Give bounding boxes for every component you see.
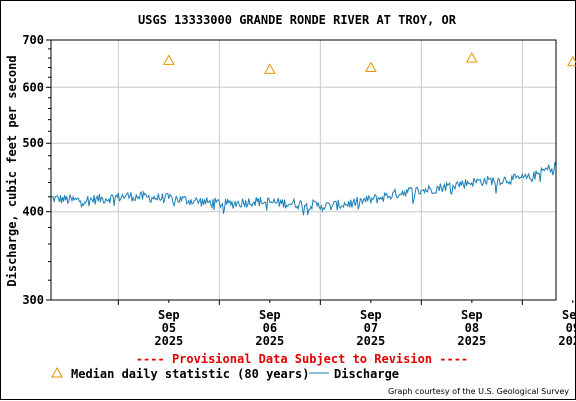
x-tick-label: 07 <box>364 321 378 335</box>
median-triangle-point <box>263 63 276 74</box>
x-tick-label: 2025 <box>558 334 576 348</box>
plot-area <box>50 39 557 301</box>
x-tick-label: Sep <box>360 308 382 322</box>
x-tick-label: 2025 <box>457 334 486 348</box>
legend-triangle-icon <box>51 366 63 378</box>
legend-label-discharge: Discharge <box>334 367 399 381</box>
x-tick-label: Sep <box>259 308 281 322</box>
y-tick-label: 300 <box>22 293 44 307</box>
credit-text: Graph courtesy of the U.S. Geological Su… <box>388 387 569 396</box>
median-triangle-point <box>162 54 175 65</box>
legend: Median daily statistic (80 years) Discha… <box>51 366 399 381</box>
y-axis: 300 400 500 600 700 <box>22 33 51 307</box>
x-tick-label: 08 <box>465 321 479 335</box>
y-tick-label: 400 <box>22 205 44 219</box>
discharge-series <box>50 162 557 216</box>
y-tick-label: 600 <box>22 80 44 94</box>
y-axis-label: Discharge, cubic feet per second <box>5 55 19 286</box>
median-series <box>162 52 576 74</box>
x-tick-label: Sep <box>461 308 483 322</box>
x-tick-label: 09 <box>566 321 576 335</box>
legend-label-median: Median daily statistic (80 years) <box>71 367 309 381</box>
y-tick-label: 700 <box>22 33 44 47</box>
x-tick-label: Sep <box>562 308 576 322</box>
x-tick-label: 06 <box>263 321 277 335</box>
discharge-line <box>50 162 557 216</box>
median-triangle-point <box>364 61 377 72</box>
x-axis: Sep052025Sep062025Sep072025Sep082025Sep0… <box>117 300 576 348</box>
grid-lines <box>51 40 556 300</box>
y-tick-label: 500 <box>22 136 44 150</box>
median-triangle-point <box>566 55 576 67</box>
provisional-note: ---- Provisional Data Subject to Revisio… <box>136 352 468 366</box>
x-tick-label: 2025 <box>154 334 183 348</box>
chart-title: USGS 13333000 GRANDE RONDE RIVER AT TROY… <box>138 13 457 27</box>
x-tick-label: 05 <box>162 321 176 335</box>
x-tick-label: Sep <box>158 308 180 322</box>
median-triangle-point <box>465 52 478 63</box>
x-tick-label: 2025 <box>356 334 385 348</box>
x-tick-label: 2025 <box>255 334 284 348</box>
